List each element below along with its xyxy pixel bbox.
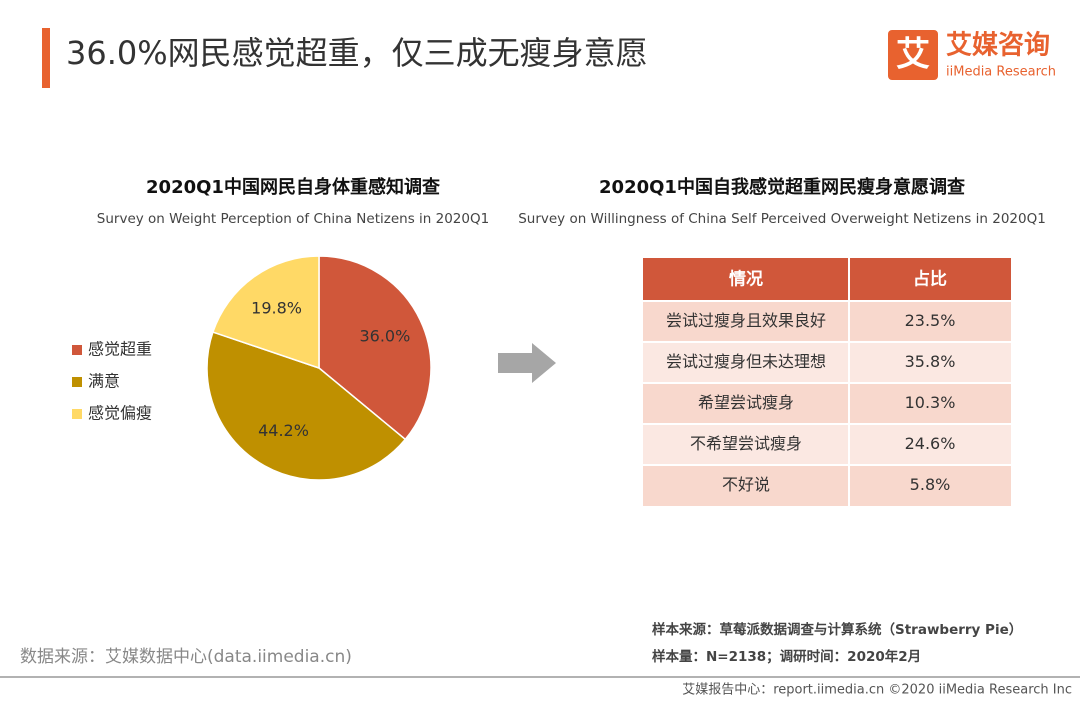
table-row-bg	[643, 383, 1011, 424]
table-cell: 24.6%	[905, 434, 956, 453]
table-cell: 10.3%	[905, 393, 956, 412]
data-source: 数据来源：艾媒数据中心(data.iimedia.cn)	[20, 647, 352, 667]
sample-size: 样本量：N=2138；调研时间：2020年2月	[652, 648, 921, 665]
legend-label: 感觉超重	[88, 340, 152, 359]
logo-icon: 艾	[896, 35, 930, 75]
table-cell: 5.8%	[910, 475, 951, 494]
page-title: 36.0%网民感觉超重，仅三成无瘦身意愿	[66, 34, 648, 72]
slice-label: 36.0%	[359, 327, 410, 346]
table-header-cell: 占比	[913, 269, 947, 290]
table-cell: 23.5%	[905, 311, 956, 330]
table-cell: 不好说	[722, 475, 770, 494]
legend-swatch	[72, 345, 82, 355]
table-title: 2020Q1中国自我感觉超重网民瘦身意愿调查	[599, 176, 965, 198]
copyright: 艾媒报告中心：report.iimedia.cn ©2020 iiMedia R…	[682, 683, 1072, 698]
pie-slice	[211, 255, 320, 370]
arrow	[498, 343, 556, 383]
logo-icon-bg	[888, 30, 938, 80]
legend-swatch	[72, 377, 82, 387]
title-bar	[42, 28, 50, 88]
sample-source: 样本来源：草莓派数据调查与计算系统（Strawberry Pie）	[652, 621, 1022, 638]
legend-label: 满意	[88, 372, 120, 391]
slice-label: 44.2%	[258, 421, 309, 440]
chart-subtitle: Survey on Weight Perception of China Net…	[97, 211, 489, 227]
table-subtitle: Survey on Willingness of China Self Perc…	[518, 211, 1046, 227]
table-row-bg	[643, 424, 1011, 465]
table-cell: 不希望尝试瘦身	[690, 434, 802, 453]
slice-label: 19.8%	[251, 298, 302, 317]
table-cell: 尝试过瘦身且效果良好	[666, 311, 826, 330]
chart-title: 2020Q1中国网民自身体重感知调查	[146, 176, 440, 198]
table-header-cell: 情况	[729, 269, 763, 290]
legend-label: 感觉偏瘦	[88, 404, 152, 423]
pie-slice	[206, 331, 407, 481]
table-row-bg	[643, 301, 1011, 342]
table-cell: 35.8%	[905, 352, 956, 371]
table-row-bg	[643, 342, 1011, 383]
table-cell: 尝试过瘦身但未达理想	[666, 352, 826, 371]
table-row-bg	[643, 465, 1011, 506]
table-cell: 希望尝试瘦身	[698, 393, 794, 412]
legend-swatch	[72, 409, 82, 419]
logo-name: 艾媒咨询	[946, 30, 1050, 61]
table-header-bg	[643, 258, 1011, 301]
logo-sub: iiMedia Research	[946, 65, 1056, 80]
pie-slice	[318, 255, 432, 441]
